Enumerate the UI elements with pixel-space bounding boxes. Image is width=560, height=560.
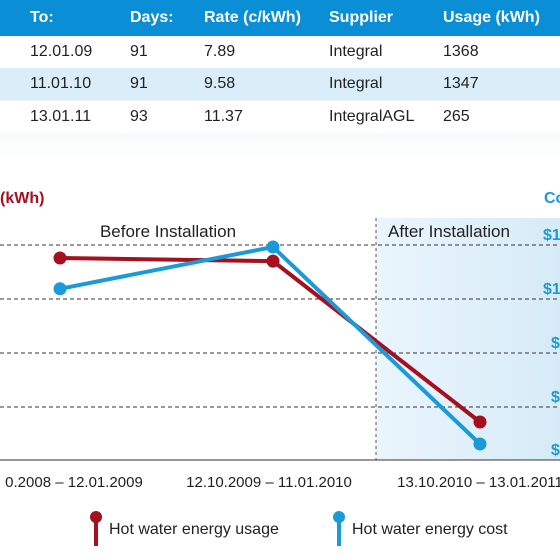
- cell-rate: 7.89: [204, 43, 236, 60]
- cell-to: 13.01.11: [30, 108, 92, 125]
- legend-usage-label: Hot water energy usage: [109, 521, 279, 538]
- header-rate: Rate (c/kWh): [204, 9, 301, 26]
- cell-rate: 11.37: [204, 108, 243, 125]
- x-tick-label: 0.2008 – 12.01.2009: [5, 474, 143, 491]
- cell-usage: 265: [443, 108, 470, 125]
- gridlines: [0, 244, 560, 461]
- right-tick-label: $: [551, 389, 560, 406]
- header-supplier: Supplier: [329, 9, 394, 26]
- x-tick-label: 12.10.2009 – 11.01.2010: [186, 474, 352, 491]
- energy-line-chart: (kWh) Co $1 $1 $ $ $ Before Installation…: [0, 190, 560, 546]
- cell-supplier: IntegralAGL: [329, 108, 415, 125]
- header-to: To:: [30, 9, 54, 26]
- cell-days: 91: [130, 75, 148, 92]
- table-header-row: To: Days: Rate (c/kWh) Supplier Usage (k…: [0, 0, 560, 36]
- x-tick-label: 13.10.2010 – 13.01.2011: [397, 474, 560, 491]
- cell-usage: 1347: [443, 75, 479, 92]
- usage-data-point: [266, 254, 280, 268]
- after-installation-region: [376, 218, 560, 460]
- right-axis-label: Co: [544, 190, 560, 207]
- right-tick-label: $: [551, 442, 560, 459]
- data-points: [53, 240, 487, 451]
- usage-data-point: [53, 251, 67, 265]
- cell-to: 12.01.09: [30, 43, 93, 60]
- right-tick-label: $1: [543, 227, 560, 244]
- cell-supplier: Integral: [329, 43, 383, 60]
- legend: Hot water energy usage Hot water energy …: [90, 511, 508, 546]
- left-axis-label: (kWh): [0, 190, 44, 207]
- header-usage: Usage (kWh): [443, 9, 540, 26]
- cell-usage: 1368: [443, 43, 479, 60]
- cost-data-point: [53, 282, 67, 296]
- cell-to: 11.01.10: [30, 75, 92, 92]
- cost-data-point: [473, 437, 487, 451]
- cell-days: 93: [130, 108, 148, 125]
- cell-supplier: Integral: [329, 75, 383, 92]
- before-installation-label: Before Installation: [100, 222, 236, 241]
- right-tick-label: $1: [543, 281, 560, 298]
- cell-rate: 9.58: [204, 75, 236, 92]
- billing-table: To: Days: Rate (c/kWh) Supplier Usage (k…: [0, 0, 560, 160]
- header-days: Days:: [130, 9, 174, 26]
- legend-cost-marker: [333, 511, 345, 523]
- right-tick-label: $: [551, 335, 560, 352]
- cost-data-point: [266, 240, 280, 254]
- legend-cost-label: Hot water energy cost: [352, 521, 508, 538]
- usage-data-point: [473, 415, 487, 429]
- table-row: 13.01.11 93 11.37 IntegralAGL 265: [0, 101, 560, 133]
- table-row: 11.01.10 91 9.58 Integral 1347: [0, 68, 560, 100]
- cell-days: 91: [130, 43, 148, 60]
- after-installation-label: After Installation: [388, 222, 510, 241]
- legend-usage-marker: [90, 511, 102, 523]
- table-row: 12.01.09 91 7.89 Integral 1368: [0, 36, 560, 68]
